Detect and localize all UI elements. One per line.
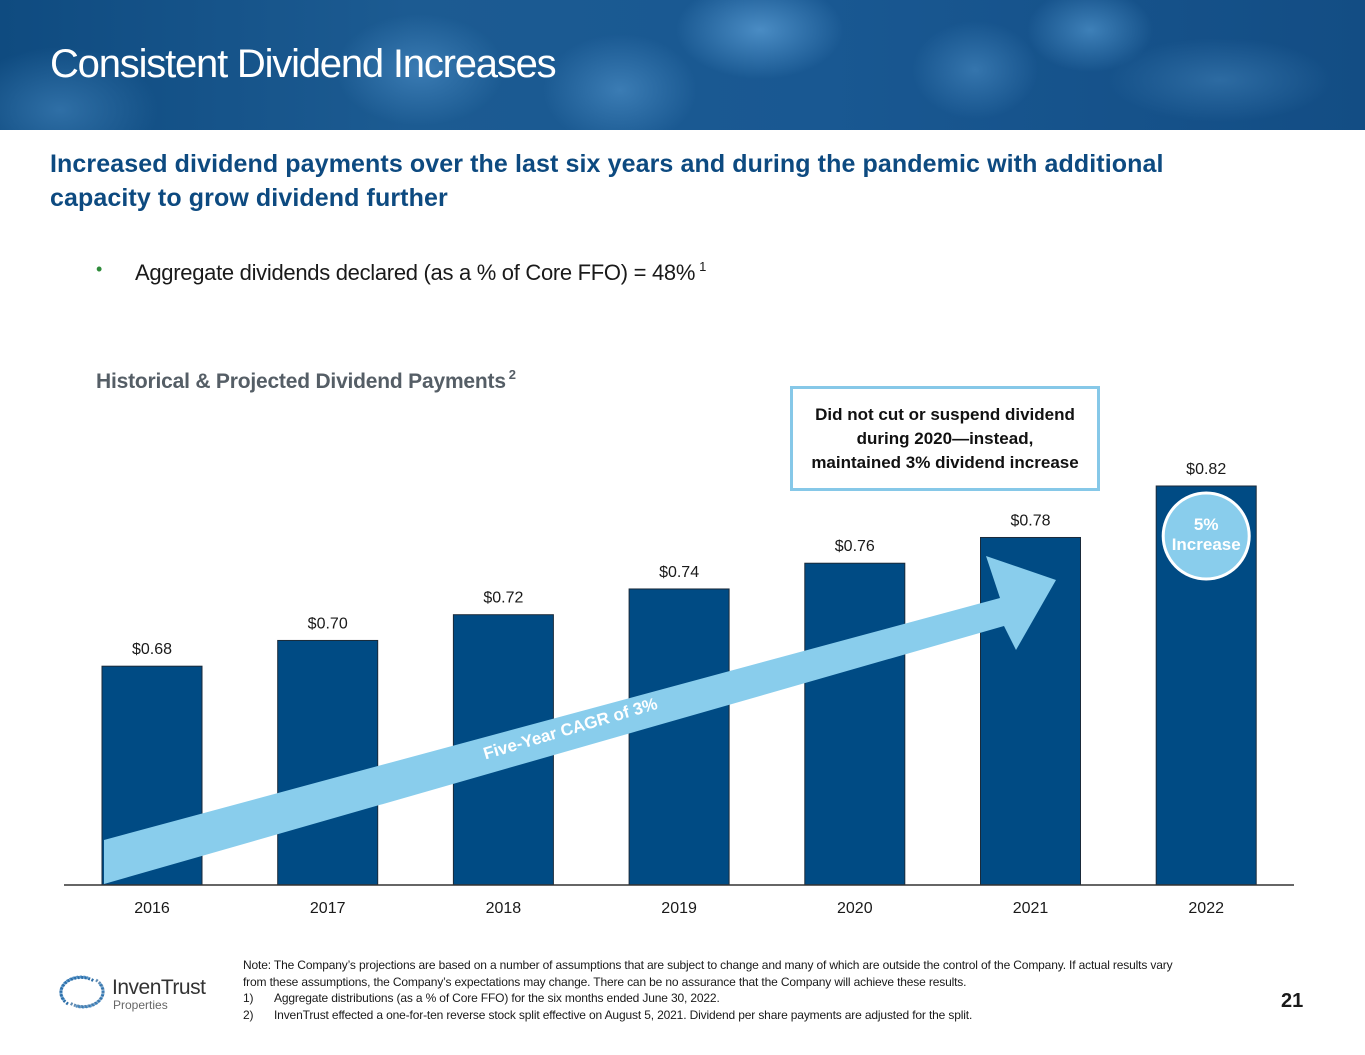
chart-heading: Historical & Projected Dividend Payments… bbox=[96, 367, 516, 393]
bar-2021 bbox=[980, 536, 1081, 886]
x-tick-label-2017: 2017 bbox=[310, 900, 346, 917]
x-tick-label-2016: 2016 bbox=[134, 900, 170, 917]
bar-2022 bbox=[1155, 485, 1257, 886]
data-label-2018: $0.72 bbox=[483, 590, 523, 607]
x-tick-label-2022: 2022 bbox=[1188, 900, 1224, 917]
cagr-arrow-label: Five-Year CAGR of 3% bbox=[481, 694, 659, 763]
bar-2018 bbox=[452, 614, 554, 886]
bar-2017 bbox=[277, 639, 379, 886]
x-tick-label-2018: 2018 bbox=[486, 900, 522, 917]
bullet-icon: • bbox=[96, 259, 103, 279]
increase-badge-text: Increase bbox=[1172, 535, 1241, 554]
x-tick-label-2021: 2021 bbox=[1013, 900, 1049, 917]
x-tick-label-2020: 2020 bbox=[837, 900, 873, 917]
data-label-2021: $0.78 bbox=[1010, 512, 1050, 529]
company-logo: InvenTrust Properties bbox=[58, 972, 206, 1017]
bullet-text: Aggregate dividends declared (as a % of … bbox=[135, 259, 707, 285]
bar-2016 bbox=[101, 665, 203, 886]
labels-group: $0.68 2016 $0.70 2017 $0.72 2018 $0.74 2019 $0.7… bbox=[132, 461, 1251, 917]
callout-text: Did not cut or suspend dividend during 2… bbox=[811, 404, 1079, 472]
footnote-1: 1) Aggregate distributions (as a % of Co… bbox=[243, 991, 720, 1005]
data-label-2019: $0.74 bbox=[659, 564, 699, 581]
logo-subtitle: Properties bbox=[113, 998, 168, 1012]
bar-2020 bbox=[804, 562, 906, 886]
data-label-2020: $0.76 bbox=[835, 538, 875, 555]
footnote-ref: 2 bbox=[508, 367, 516, 382]
bar-2019 bbox=[628, 588, 730, 886]
page-title: Consistent Dividend Increases bbox=[50, 42, 557, 86]
data-label-2017: $0.70 bbox=[308, 615, 348, 632]
footnotes: Note: The Company’s projections are base… bbox=[243, 957, 1183, 1023]
footnote-2: 2) InvenTrust effected a one-for-ten rev… bbox=[243, 1007, 973, 1022]
page-number: 21 bbox=[1281, 990, 1304, 1012]
data-label-2016: $0.68 bbox=[132, 641, 172, 658]
note-intro: Note: The Company’s projections are base… bbox=[243, 958, 1173, 989]
header-banner: Consistent Dividend Increases bbox=[0, 0, 1365, 130]
cagr-trend-arrow bbox=[104, 556, 1056, 884]
footnote-ref: 1 bbox=[699, 259, 707, 274]
increase-badge bbox=[1161, 491, 1251, 581]
logo-name: InvenTrust bbox=[112, 976, 206, 999]
logo-mark-icon bbox=[59, 975, 105, 1009]
callout-box: Did not cut or suspend dividend during 2… bbox=[790, 386, 1100, 491]
data-label-2022: $0.82 bbox=[1186, 461, 1226, 478]
cagr-arrow-group: Five-Year CAGR of 3% bbox=[104, 556, 1056, 884]
slide-subtitle: Increased dividend payments over the las… bbox=[50, 150, 1164, 212]
bars-group bbox=[101, 485, 1257, 886]
x-tick-label-2019: 2019 bbox=[661, 900, 697, 917]
increase-badge-text: 5% bbox=[1194, 515, 1219, 534]
